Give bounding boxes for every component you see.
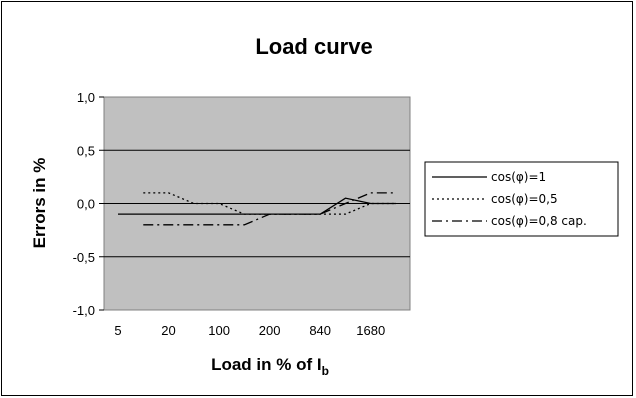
x-axis-title-main: Load in % of I [211, 355, 322, 374]
x-tick-label: 5 [114, 323, 121, 338]
gridlines [104, 149, 410, 258]
legend-label: cos(φ)=0,5 [491, 192, 558, 206]
y-tick-label: -1,0 [73, 303, 95, 318]
y-axis-title: Errors in % [30, 158, 49, 249]
series-lines [118, 192, 396, 226]
x-tick-label: 100 [208, 323, 230, 338]
legend-label: cos(φ)=1 [491, 170, 546, 184]
series-line-3 [143, 192, 396, 226]
series-line-1 [118, 197, 396, 215]
x-axis-title-subscript: b [322, 364, 329, 378]
y-axis-ticks: 1,0 0,5 0,0 -0,5 -1,0 [73, 90, 104, 318]
legend: cos(φ)=1 cos(φ)=0,5 cos(φ)=0,8 cap. [424, 161, 619, 237]
legend-label: cos(φ)=0,8 cap. [491, 214, 587, 228]
y-tick-label: 0,0 [77, 197, 95, 212]
x-axis-ticks: 5 20 100 200 840 1680 [114, 323, 385, 338]
chart-title: Load curve [255, 34, 372, 59]
x-axis-title: Load in % of Ib [211, 355, 329, 378]
y-tick-label: -0,5 [73, 250, 95, 265]
x-tick-label: 200 [259, 323, 281, 338]
x-tick-label: 840 [309, 323, 331, 338]
x-tick-label: 20 [161, 323, 175, 338]
x-tick-label: 1680 [356, 323, 385, 338]
y-tick-label: 1,0 [77, 90, 95, 105]
y-tick-label: 0,5 [77, 143, 95, 158]
